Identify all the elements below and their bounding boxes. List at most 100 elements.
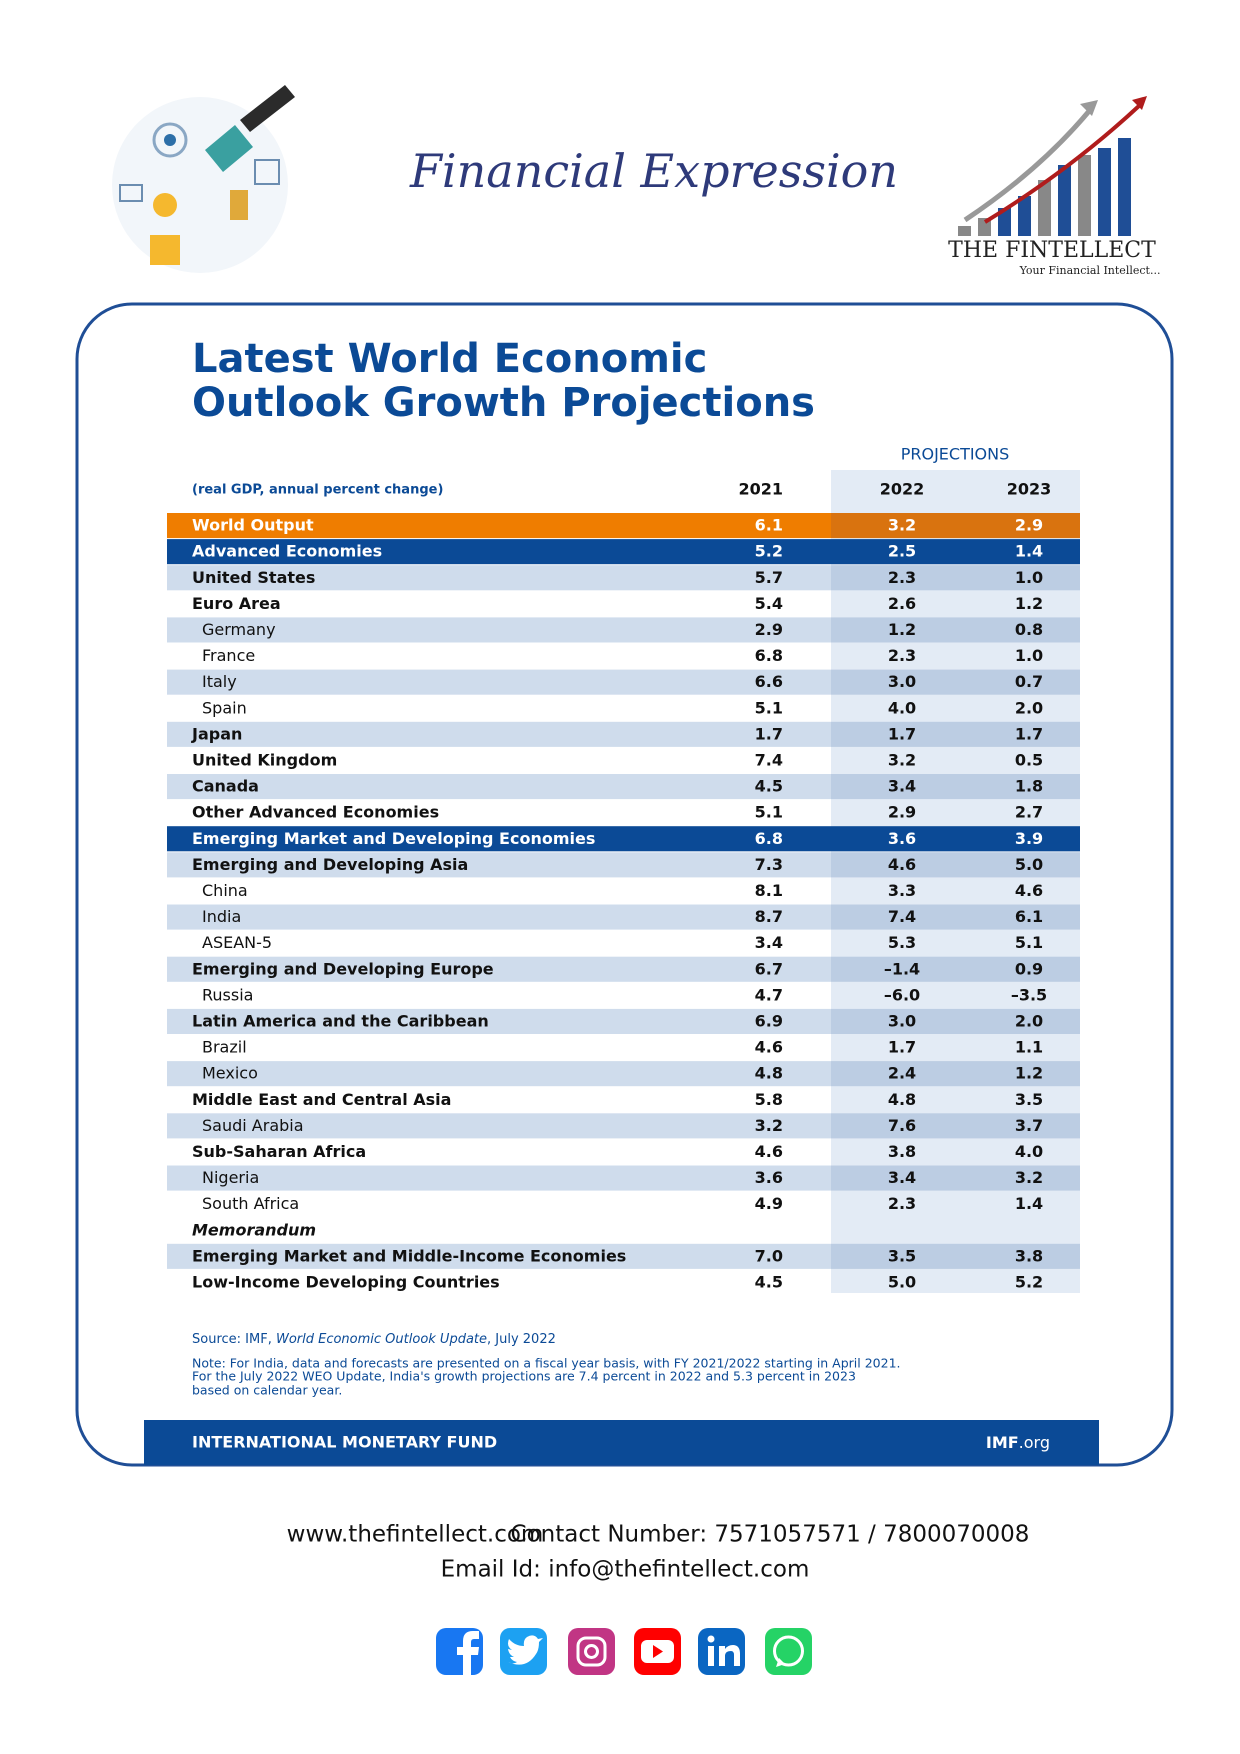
youtube-icon[interactable] xyxy=(634,1628,681,1675)
cell-value: 2.7 xyxy=(1015,803,1043,822)
row-background xyxy=(167,1008,831,1034)
row-label: United States xyxy=(192,568,315,587)
row-label: Germany xyxy=(202,620,276,639)
cell-value: 6.1 xyxy=(755,516,783,535)
cell-value: 3.8 xyxy=(888,1142,916,1161)
row-background xyxy=(167,1061,831,1087)
table-body: 2021 2022 2023 World Output 6.1 3.2 2.9 Advance… xyxy=(167,480,1080,1291)
cell-value: 1.7 xyxy=(888,1038,916,1057)
row-background-projection xyxy=(831,852,1080,878)
row-label: Italy xyxy=(202,672,237,691)
cell-value: 1.8 xyxy=(1015,777,1043,796)
brand-name: THE FINTELLECT xyxy=(948,238,1156,263)
cell-value: 4.6 xyxy=(888,855,916,874)
row-background xyxy=(167,1243,831,1269)
source-title: World Economic Outlook Update xyxy=(276,1332,487,1347)
note-line: based on calendar year. xyxy=(192,1383,342,1398)
cell-value: 6.7 xyxy=(755,959,783,978)
cell-value: 3.6 xyxy=(755,1168,783,1187)
row-background-projection xyxy=(831,904,1080,930)
cell-value: 5.0 xyxy=(888,1272,916,1291)
cell-value: 5.2 xyxy=(1015,1272,1043,1291)
cell-value: 1.7 xyxy=(888,724,916,743)
row-background-projection xyxy=(831,539,1080,565)
row-background xyxy=(167,565,831,591)
row-label: Nigeria xyxy=(202,1168,259,1187)
row-background-projection xyxy=(831,1165,1080,1191)
row-label: Canada xyxy=(192,777,259,796)
cell-value: 3.4 xyxy=(888,777,916,796)
column-header: 2022 xyxy=(880,480,925,499)
cell-value: 4.8 xyxy=(888,1090,916,1109)
row-label: Emerging and Developing Asia xyxy=(192,855,468,874)
row-background-projection xyxy=(831,1113,1080,1139)
cell-value: 1.0 xyxy=(1015,568,1043,587)
row-label: Euro Area xyxy=(192,594,281,613)
cell-value: 4.6 xyxy=(1015,881,1043,900)
cell-value: 5.8 xyxy=(755,1090,783,1109)
row-label: Emerging and Developing Europe xyxy=(192,959,494,978)
cell-value: 2.3 xyxy=(888,646,916,665)
row-background-projection xyxy=(831,617,1080,643)
cell-value: 8.1 xyxy=(755,881,783,900)
contact-email[interactable]: Email Id: info@thefintellect.com xyxy=(441,1557,810,1583)
cell-value: 5.7 xyxy=(755,568,783,587)
cell-value: 2.9 xyxy=(755,620,783,639)
row-background xyxy=(167,1165,831,1191)
row-label: France xyxy=(202,646,255,665)
row-label: Sub-Saharan Africa xyxy=(192,1142,366,1161)
row-background-projection xyxy=(831,1061,1080,1087)
row-background xyxy=(167,826,831,852)
row-background xyxy=(167,721,831,747)
row-label: India xyxy=(202,907,241,926)
row-background-projection xyxy=(831,774,1080,800)
row-background xyxy=(167,669,831,695)
whatsapp-icon[interactable] xyxy=(765,1628,812,1675)
row-background xyxy=(167,774,831,800)
row-background xyxy=(167,539,831,565)
cell-value: 3.8 xyxy=(1015,1246,1043,1265)
cell-value: 2.4 xyxy=(888,1064,916,1083)
left-illustration xyxy=(112,85,295,273)
row-background-projection xyxy=(831,826,1080,852)
cell-value: 4.5 xyxy=(755,777,783,796)
twitter-icon[interactable] xyxy=(500,1628,547,1675)
header-title: Financial Expression xyxy=(409,144,898,198)
row-label: Russia xyxy=(202,985,253,1004)
cell-value: –1.4 xyxy=(884,959,920,978)
cell-value: 5.1 xyxy=(755,698,783,717)
cell-value: 3.3 xyxy=(888,881,916,900)
source-part: , July 2022 xyxy=(487,1332,556,1347)
cell-value: 3.6 xyxy=(888,829,916,848)
row-label: Mexico xyxy=(202,1064,258,1083)
row-label: Latin America and the Caribbean xyxy=(192,1011,489,1030)
contact-phone: Contact Number: 7571057571 / 7800070008 xyxy=(511,1522,1030,1548)
row-background xyxy=(167,617,831,643)
cell-value: 3.2 xyxy=(755,1116,783,1135)
cell-value: 4.0 xyxy=(888,698,916,717)
cell-value: 2.3 xyxy=(888,568,916,587)
cell-value: 3.7 xyxy=(1015,1116,1043,1135)
cell-value: 3.5 xyxy=(888,1246,916,1265)
row-label: World Output xyxy=(192,516,314,535)
row-label: United Kingdom xyxy=(192,750,337,769)
cell-value: 1.2 xyxy=(1015,1064,1043,1083)
facebook-icon[interactable] xyxy=(436,1628,483,1675)
cell-value: 7.6 xyxy=(888,1116,916,1135)
contact-website[interactable]: www.thefintellect.com xyxy=(287,1522,544,1548)
cell-value: 2.6 xyxy=(888,594,916,613)
cell-value: 6.8 xyxy=(755,829,783,848)
linkedin-icon[interactable] xyxy=(698,1628,745,1675)
cell-value: 7.3 xyxy=(755,855,783,874)
row-background-projection xyxy=(831,669,1080,695)
cell-value: 2.5 xyxy=(888,542,916,561)
cell-value: 1.0 xyxy=(1015,646,1043,665)
table-title-line: Latest World Economic xyxy=(192,336,707,382)
cell-value: 4.6 xyxy=(755,1142,783,1161)
instagram-icon[interactable] xyxy=(568,1628,615,1675)
cell-value: 4.7 xyxy=(755,985,783,1004)
cell-value: 2.3 xyxy=(888,1194,916,1213)
cell-value: 2.9 xyxy=(1015,516,1043,535)
cell-value: 2.9 xyxy=(888,803,916,822)
